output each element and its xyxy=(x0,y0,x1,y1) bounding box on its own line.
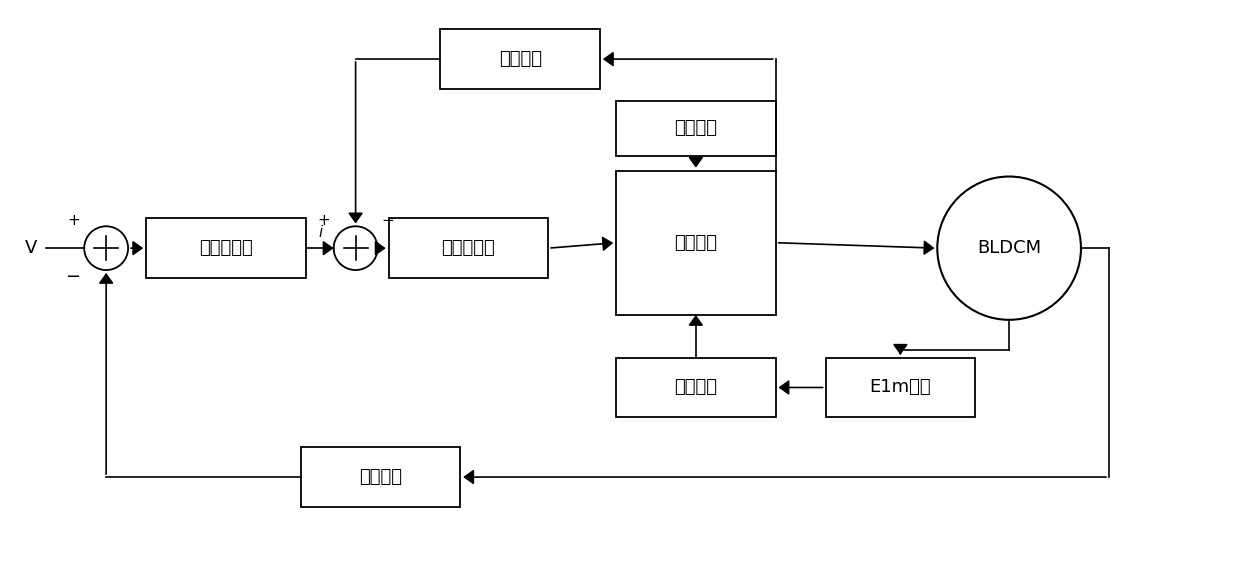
Text: 逆变电路: 逆变电路 xyxy=(675,234,717,251)
Bar xyxy=(388,218,548,278)
Text: −: − xyxy=(64,268,81,286)
Bar xyxy=(616,171,776,315)
Bar xyxy=(616,358,776,418)
Text: 直流电源: 直流电源 xyxy=(675,119,717,137)
Text: E1m网络: E1m网络 xyxy=(869,379,931,397)
Bar xyxy=(826,358,975,418)
Text: BLDCM: BLDCM xyxy=(977,239,1042,257)
Text: 电流控制器: 电流控制器 xyxy=(441,239,495,257)
Text: V: V xyxy=(25,239,37,257)
Bar xyxy=(146,218,306,278)
Bar xyxy=(301,447,460,507)
Text: 换相逻辑: 换相逻辑 xyxy=(675,379,717,397)
Text: +: + xyxy=(317,213,330,228)
Text: −: − xyxy=(382,213,394,228)
Bar xyxy=(440,29,600,89)
Bar xyxy=(616,101,776,155)
Text: 速度反馈: 速度反馈 xyxy=(360,468,402,486)
Text: 电流反馈: 电流反馈 xyxy=(498,50,542,68)
Text: +: + xyxy=(67,213,81,228)
Text: 速度控制器: 速度控制器 xyxy=(198,239,253,257)
Text: i: i xyxy=(319,225,322,240)
